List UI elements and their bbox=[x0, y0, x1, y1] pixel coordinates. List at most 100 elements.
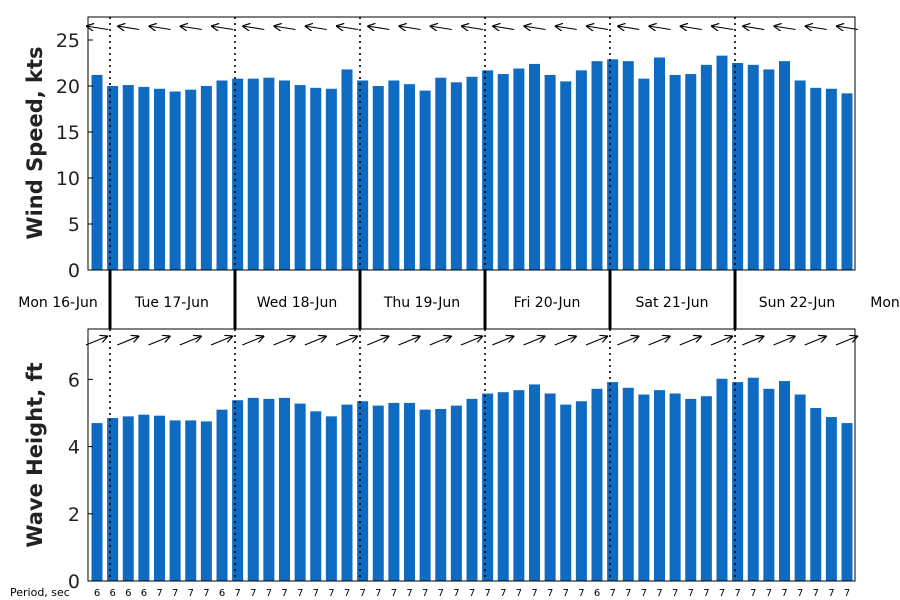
wave-direction-arrow bbox=[742, 336, 764, 346]
wind-bar bbox=[388, 80, 400, 270]
wind-plot-frame bbox=[87, 16, 856, 271]
wind-direction-arrow bbox=[274, 26, 296, 30]
wind-bar bbox=[310, 87, 322, 270]
wave-bar bbox=[638, 394, 650, 581]
period-value: 7 bbox=[672, 588, 678, 599]
period-value: 7 bbox=[281, 588, 287, 599]
wind-bar bbox=[716, 55, 728, 270]
period-value: 7 bbox=[172, 588, 178, 599]
period-value: 7 bbox=[656, 588, 662, 599]
wave-bars bbox=[91, 377, 853, 581]
wave-bar bbox=[716, 378, 728, 581]
period-value: 7 bbox=[406, 588, 412, 599]
wave-bar bbox=[372, 405, 384, 581]
wind-direction-arrow bbox=[367, 26, 390, 30]
wave-arrows bbox=[85, 336, 858, 346]
period-value: 7 bbox=[422, 588, 428, 599]
wave-bar bbox=[357, 401, 369, 581]
wave-bar bbox=[841, 423, 853, 581]
wind-bar bbox=[560, 81, 572, 271]
wave-y-tick-label: 4 bbox=[68, 437, 80, 459]
wind-bar bbox=[497, 74, 509, 270]
wind-bar bbox=[216, 80, 228, 270]
wave-y-axis-label: Wave Height, ft bbox=[23, 362, 47, 547]
period-value: 7 bbox=[328, 588, 334, 599]
wave-bar bbox=[732, 382, 744, 581]
period-value: 7 bbox=[516, 588, 522, 599]
period-value: 7 bbox=[688, 588, 694, 599]
wind-bar bbox=[825, 88, 837, 270]
wind-bar bbox=[732, 63, 744, 270]
wind-direction-arrow bbox=[211, 26, 234, 30]
wind-y-tick-label: 15 bbox=[56, 122, 80, 144]
wave-bar bbox=[232, 400, 244, 581]
wave-bar bbox=[591, 388, 603, 581]
wind-y-tick-label: 5 bbox=[68, 214, 80, 236]
wind-bar bbox=[482, 70, 494, 270]
wind-bar bbox=[794, 80, 806, 270]
wind-direction-arrow bbox=[649, 26, 671, 30]
wave-direction-arrow bbox=[460, 336, 483, 346]
wind-bar bbox=[404, 84, 415, 270]
day-band: Mon 16-Jun Tue 17-Jun Wed 18-Jun Thu 19-Jun… bbox=[18, 270, 900, 329]
wind-direction-arrow bbox=[617, 26, 640, 30]
wave-bar bbox=[107, 418, 119, 581]
wind-bar bbox=[372, 86, 384, 270]
wave-bar bbox=[607, 382, 619, 581]
wind-bar bbox=[450, 82, 462, 270]
wave-bar bbox=[482, 393, 494, 581]
wind-direction-arrow bbox=[242, 26, 265, 30]
wind-bar bbox=[466, 76, 478, 270]
wave-bar bbox=[419, 409, 431, 581]
wave-bar bbox=[200, 421, 212, 581]
period-value: 7 bbox=[469, 588, 475, 599]
wind-bar bbox=[669, 74, 681, 271]
wave-direction-arrow bbox=[585, 336, 608, 346]
wave-direction-arrow bbox=[85, 336, 108, 346]
wind-direction-arrow bbox=[742, 26, 765, 30]
wave-direction-arrow bbox=[523, 336, 546, 346]
wave-bar bbox=[466, 398, 478, 581]
wave-plot-frame bbox=[87, 328, 856, 582]
day-label: Sun 22-Jun bbox=[759, 295, 836, 311]
period-value: 7 bbox=[781, 588, 787, 599]
wind-bar bbox=[325, 88, 337, 270]
period-value: 7 bbox=[609, 588, 615, 599]
wave-bar bbox=[513, 390, 525, 581]
wind-bar bbox=[622, 61, 634, 270]
wind-direction-arrow bbox=[117, 26, 140, 30]
wave-bar bbox=[341, 404, 353, 581]
wave-bar bbox=[310, 411, 322, 581]
wave-direction-arrow bbox=[335, 336, 358, 346]
wind-bar bbox=[419, 90, 431, 270]
period-value: 7 bbox=[453, 588, 459, 599]
wave-day-dividers bbox=[109, 329, 736, 581]
period-value: 6 bbox=[125, 588, 131, 599]
period-value: 7 bbox=[703, 588, 709, 599]
wind-bar bbox=[232, 78, 244, 270]
wind-direction-arrow bbox=[86, 26, 109, 30]
wind-bar bbox=[263, 77, 275, 270]
wind-bar bbox=[763, 69, 775, 270]
wind-bar bbox=[154, 88, 165, 270]
period-value: 6 bbox=[109, 588, 115, 599]
wind-direction-arrow bbox=[524, 26, 546, 30]
wind-y-tick-label: 25 bbox=[56, 30, 80, 52]
wave-bar bbox=[622, 387, 634, 581]
day-label: Mon 16-Jun bbox=[18, 295, 98, 311]
period-value: 7 bbox=[828, 588, 834, 599]
wave-bar bbox=[747, 377, 759, 581]
wind-bar bbox=[638, 78, 650, 270]
period-value: 7 bbox=[563, 588, 569, 599]
wave-bar bbox=[216, 409, 228, 581]
wind-direction-arrow bbox=[180, 26, 202, 30]
period-value: 7 bbox=[391, 588, 397, 599]
wind-bar bbox=[169, 91, 181, 271]
period-value: 6 bbox=[141, 588, 147, 599]
period-value: 7 bbox=[266, 588, 272, 599]
wave-bar bbox=[138, 414, 150, 581]
period-value: 7 bbox=[547, 588, 553, 599]
wave-bar bbox=[263, 398, 275, 581]
